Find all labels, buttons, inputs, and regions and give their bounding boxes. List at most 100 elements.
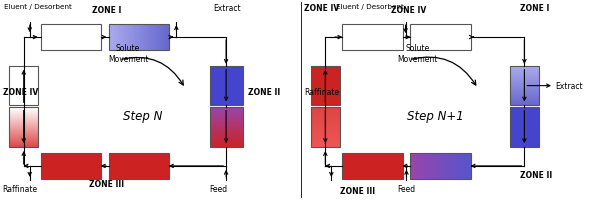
Bar	[311, 116, 340, 117]
Bar	[510, 99, 539, 100]
Bar	[311, 75, 340, 76]
Bar	[311, 83, 340, 84]
Bar	[210, 132, 242, 133]
Bar	[66, 153, 67, 179]
Bar	[130, 153, 131, 179]
Bar	[210, 117, 242, 118]
Bar	[311, 111, 340, 112]
Bar	[56, 153, 57, 179]
Bar	[113, 153, 114, 179]
Bar	[123, 153, 124, 179]
Bar	[9, 142, 38, 143]
Bar	[449, 25, 450, 51]
Bar	[469, 153, 470, 179]
Bar	[210, 119, 242, 120]
Bar	[393, 25, 395, 51]
Bar	[418, 25, 419, 51]
Bar	[9, 140, 38, 141]
Bar	[210, 103, 242, 104]
Bar	[401, 25, 402, 51]
Bar	[9, 77, 38, 78]
Bar	[437, 153, 438, 179]
Bar	[376, 25, 377, 51]
Bar	[122, 153, 123, 179]
Bar	[510, 102, 539, 103]
Bar	[396, 153, 398, 179]
Bar	[454, 25, 455, 51]
Bar	[367, 25, 368, 51]
Bar	[361, 153, 362, 179]
Bar	[9, 100, 38, 101]
Bar	[510, 126, 539, 127]
Bar	[210, 86, 242, 87]
Bar	[210, 128, 242, 129]
Bar	[311, 121, 340, 122]
Bar	[133, 25, 134, 51]
Bar	[136, 153, 137, 179]
Bar	[371, 25, 372, 51]
Bar	[348, 153, 349, 179]
Bar	[311, 87, 340, 88]
Bar	[9, 75, 38, 76]
Bar	[9, 85, 38, 86]
Bar	[110, 25, 111, 51]
Bar	[377, 25, 378, 51]
Bar	[9, 136, 38, 137]
Bar	[152, 25, 153, 51]
Bar	[510, 93, 539, 94]
Bar	[210, 97, 242, 98]
Text: Step N+1: Step N+1	[407, 109, 464, 122]
Bar	[9, 86, 38, 87]
Bar	[210, 127, 242, 128]
Bar	[510, 90, 539, 91]
Bar	[311, 130, 340, 131]
Bar	[342, 25, 402, 51]
Bar	[9, 76, 38, 77]
Bar	[392, 153, 393, 179]
Bar	[374, 153, 375, 179]
Bar	[392, 25, 393, 51]
Bar	[76, 25, 77, 51]
Bar	[53, 25, 54, 51]
Bar	[76, 153, 77, 179]
Bar	[210, 89, 242, 90]
Bar	[49, 153, 50, 179]
Bar	[50, 153, 51, 179]
Bar	[81, 153, 82, 179]
Bar	[434, 153, 435, 179]
Bar	[99, 25, 100, 51]
Bar	[9, 95, 38, 96]
Bar	[311, 142, 340, 143]
Bar	[151, 153, 152, 179]
Bar	[131, 153, 132, 179]
Bar	[125, 153, 126, 179]
Bar	[120, 25, 121, 51]
Bar	[441, 153, 442, 179]
Bar	[9, 98, 38, 99]
Bar	[446, 25, 447, 51]
Bar	[210, 82, 242, 83]
Bar	[385, 153, 386, 179]
Bar	[457, 25, 458, 51]
Bar	[59, 25, 60, 51]
Bar	[510, 130, 539, 131]
Bar	[119, 25, 120, 51]
Bar	[510, 66, 539, 106]
Bar	[210, 134, 242, 135]
Bar	[210, 123, 242, 124]
Bar	[44, 153, 45, 179]
Bar	[111, 25, 112, 51]
Bar	[210, 143, 242, 144]
Bar	[311, 120, 340, 121]
Bar	[358, 25, 359, 51]
Bar	[510, 138, 539, 139]
Bar	[429, 153, 430, 179]
Bar	[114, 153, 115, 179]
Bar	[345, 25, 346, 51]
Bar	[426, 153, 427, 179]
Bar	[9, 127, 38, 128]
Bar	[154, 25, 155, 51]
Bar	[84, 153, 85, 179]
Bar	[124, 25, 125, 51]
Bar	[375, 25, 376, 51]
